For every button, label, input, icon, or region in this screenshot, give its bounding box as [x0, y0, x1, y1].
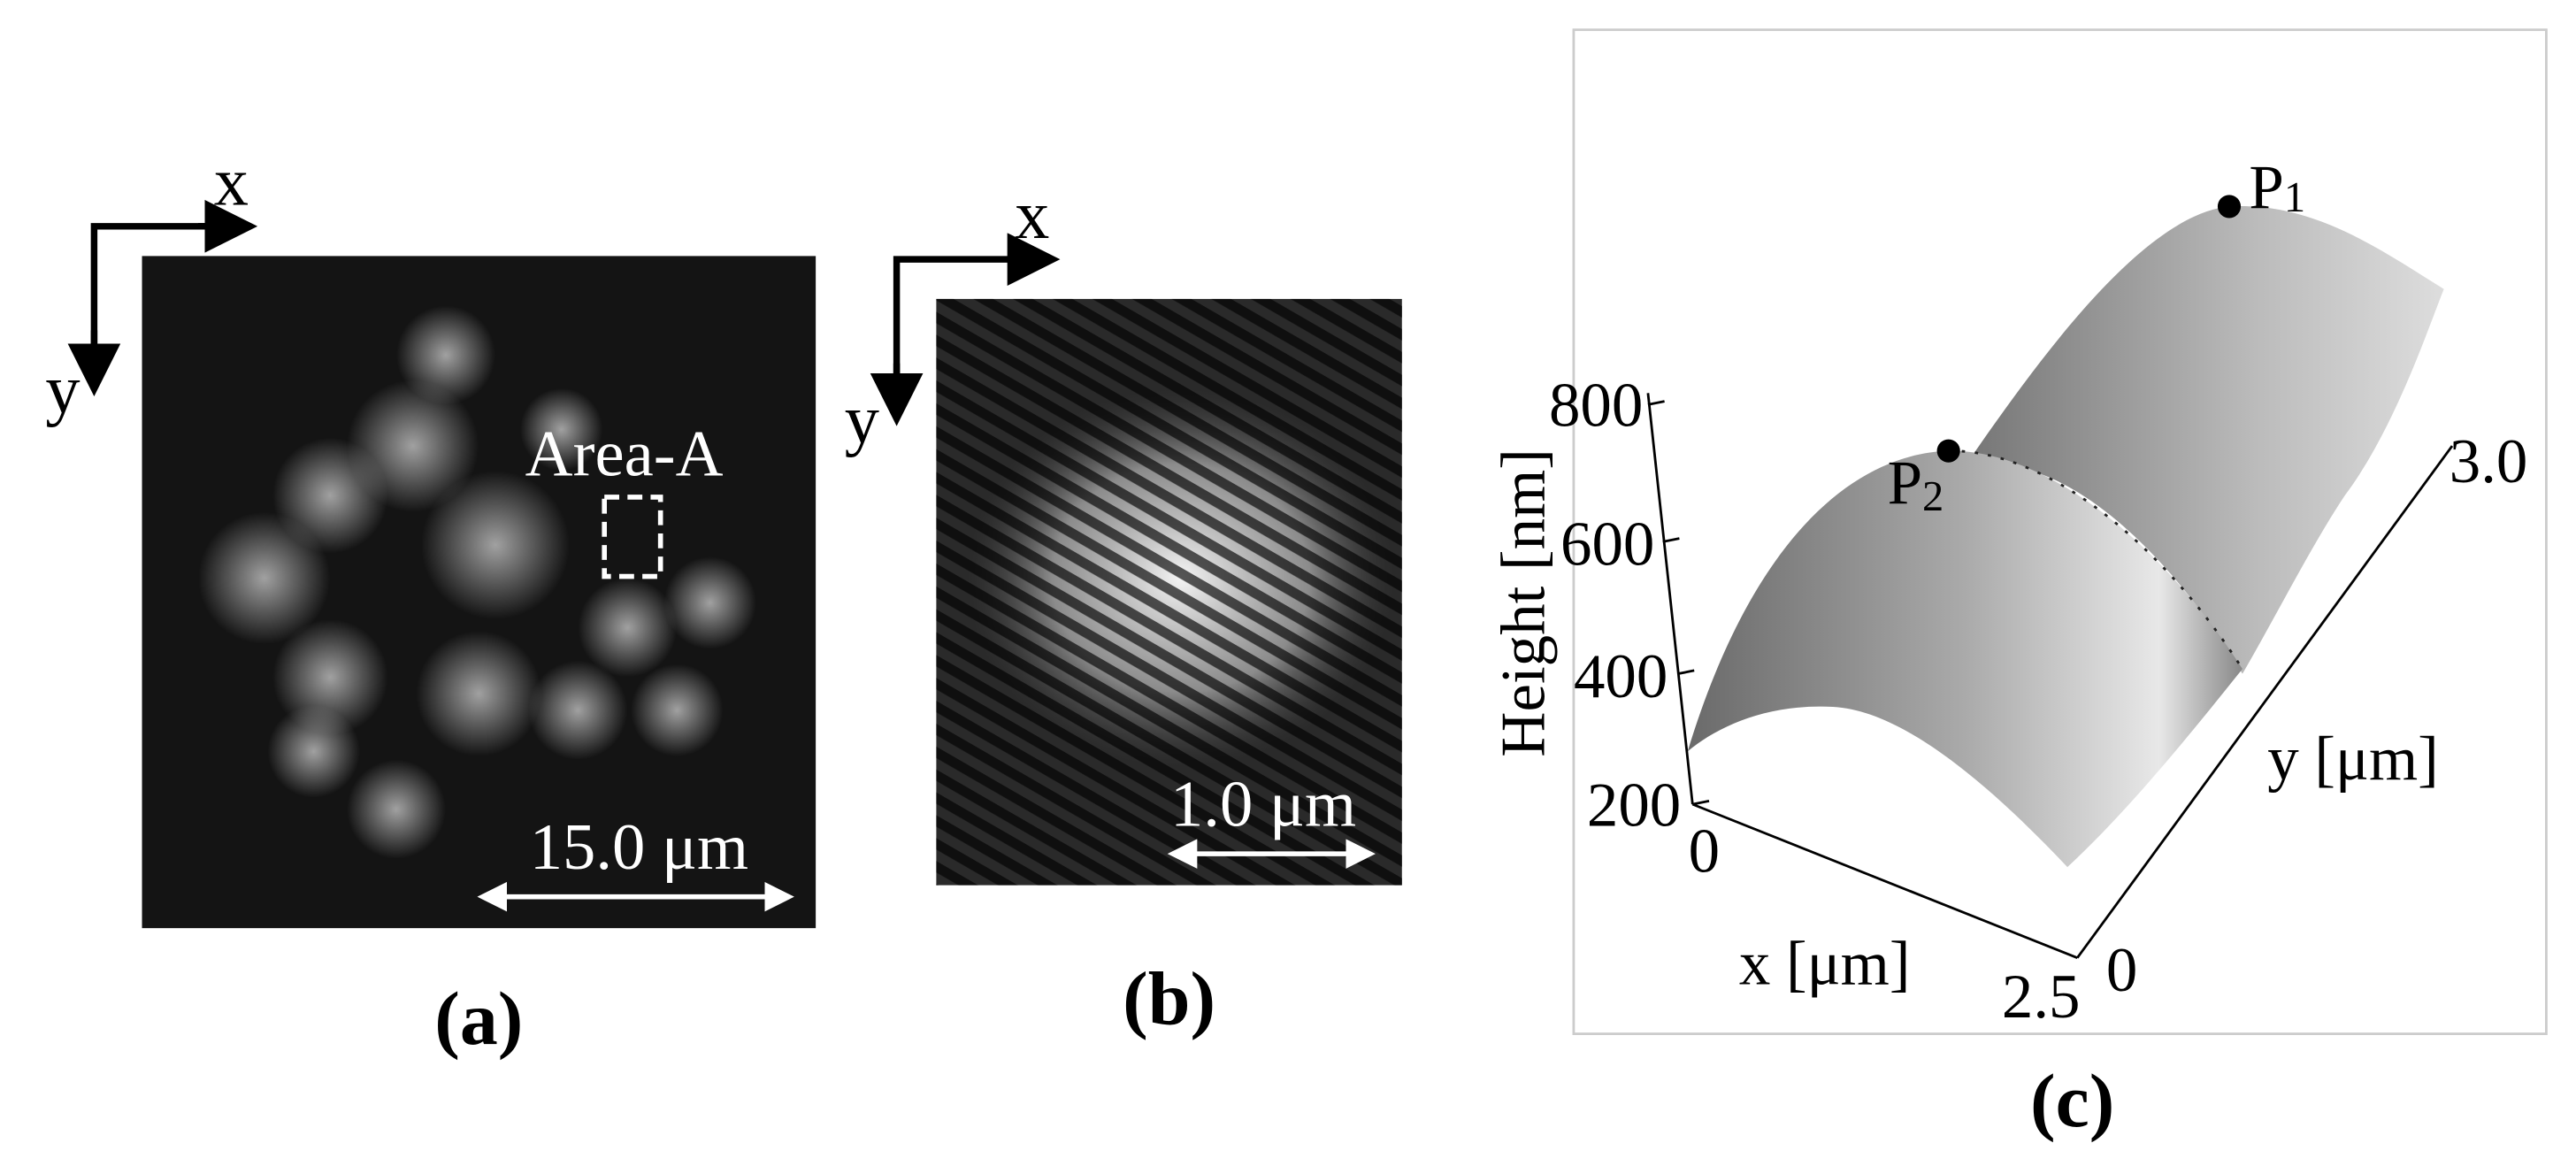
scale-label: 1.0 μm — [1170, 767, 1356, 840]
point-p1 — [2217, 195, 2242, 219]
x-axis-title: x [μm] — [1739, 930, 1911, 999]
panel-c: 800 600 400 200 Height [nm] 0 2.5 x [μm]… — [1489, 28, 2548, 1143]
y-axis-title: y [μm] — [2267, 725, 2439, 794]
point-subscript: 1 — [2284, 174, 2305, 221]
point-letter: P — [2249, 153, 2283, 222]
z-tick-label: 400 — [1574, 642, 1668, 711]
y-label: y — [45, 351, 80, 428]
caption: (a) — [434, 976, 523, 1061]
axes-arrows — [893, 256, 1040, 405]
x-tick-label: 0 — [1689, 817, 1720, 886]
panel-a: Area-A 15.0 μm x y (a) — [45, 143, 816, 1061]
area-box — [602, 495, 663, 579]
z-tick-label: 800 — [1549, 372, 1643, 441]
point-p2 — [1936, 439, 1960, 463]
z-tick-label: 200 — [1587, 771, 1681, 840]
scale-label: 15.0 μm — [530, 810, 748, 884]
plot-frame — [1572, 28, 2548, 1035]
x-label: x — [214, 143, 249, 220]
caption: (b) — [1123, 955, 1215, 1040]
axes-arrows — [90, 223, 242, 379]
z-axis-title: Height [nm] — [1489, 449, 1558, 757]
x-label: x — [1015, 176, 1049, 253]
point-label: P1 — [2249, 153, 2305, 222]
y-label: y — [845, 380, 879, 457]
z-tick-label: 600 — [1560, 510, 1654, 579]
caption: (c) — [2030, 1058, 2114, 1143]
point-letter: P — [1888, 449, 1922, 518]
point-label: P2 — [1888, 449, 1944, 519]
speckles — [198, 305, 756, 859]
axes-3d — [1646, 393, 2454, 960]
y-tick-label: 3.0 — [2450, 427, 2528, 496]
x-tick-label: 2.5 — [2002, 963, 2081, 1032]
surface-back — [1973, 205, 2444, 674]
region-label: Area-A — [525, 418, 724, 491]
panel-b: 1.0 μm x y (b) — [845, 176, 1402, 1040]
point-subscript: 2 — [1922, 473, 1944, 520]
y-tick-label: 0 — [2106, 936, 2137, 1005]
surface-front — [1687, 450, 2242, 868]
